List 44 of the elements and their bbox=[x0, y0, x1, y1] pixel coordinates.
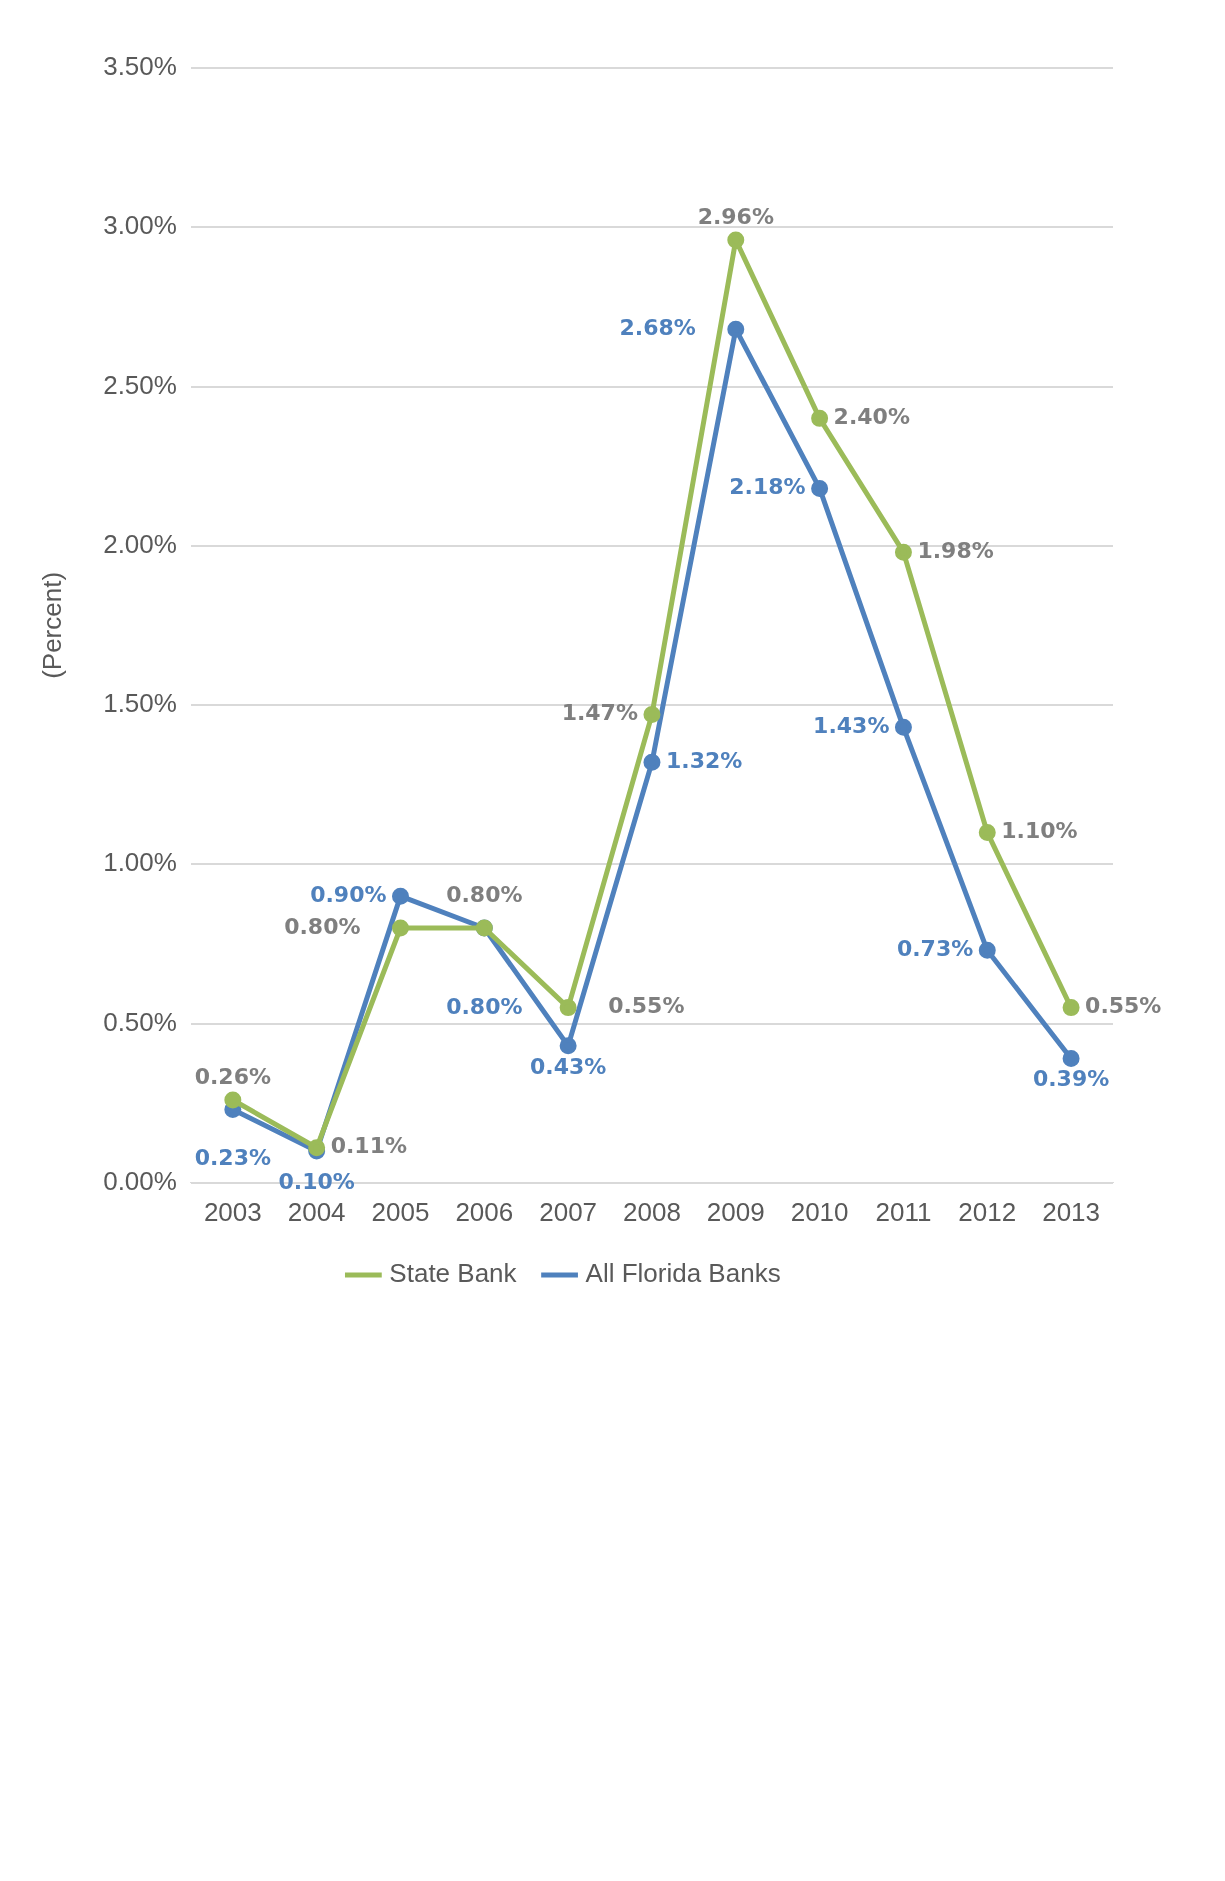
x-tick-label: 2004 bbox=[287, 1196, 346, 1227]
data-label: 0.10% bbox=[278, 1168, 355, 1194]
data-label: 2.18% bbox=[729, 474, 806, 500]
data-label: 1.98% bbox=[917, 537, 994, 563]
y-tick-label: 1.00% bbox=[103, 847, 177, 878]
legend-label: State Bank bbox=[389, 1258, 518, 1289]
data-label: 2.68% bbox=[619, 314, 696, 340]
y-tick-label: 2.00% bbox=[103, 528, 177, 559]
y-axis-title: (Percent) bbox=[36, 571, 67, 679]
x-tick-label: 2006 bbox=[455, 1196, 514, 1227]
data-label: 0.80% bbox=[446, 881, 523, 907]
x-tick-label: 2005 bbox=[371, 1196, 430, 1227]
x-tick-label: 2013 bbox=[1042, 1196, 1101, 1227]
x-tick-label: 2009 bbox=[706, 1196, 765, 1227]
data-label: 2.96% bbox=[697, 203, 774, 229]
data-label: 0.80% bbox=[284, 913, 361, 939]
y-tick-label: 0.00% bbox=[103, 1165, 177, 1196]
y-tick-label: 1.50% bbox=[103, 688, 177, 719]
data-label: 0.43% bbox=[529, 1053, 607, 1079]
x-tick-label: 2008 bbox=[623, 1196, 681, 1227]
x-tick-label: 2003 bbox=[203, 1196, 262, 1227]
y-tick-label: 2.50% bbox=[103, 369, 177, 400]
data-label: 0.90% bbox=[310, 881, 387, 907]
data-label: 0.11% bbox=[330, 1133, 407, 1159]
data-label: 2.40% bbox=[833, 404, 910, 430]
data-label: 0.55% bbox=[608, 993, 685, 1019]
data-label: 1.32% bbox=[665, 748, 743, 774]
data-label: 0.39% bbox=[1032, 1066, 1110, 1092]
y-tick-label: 3.50% bbox=[103, 51, 177, 82]
data-label: 1.10% bbox=[1001, 818, 1078, 844]
data-label: 0.55% bbox=[1085, 993, 1162, 1019]
x-tick-label: 2012 bbox=[958, 1196, 1017, 1227]
x-tick-label: 2011 bbox=[875, 1196, 932, 1227]
y-tick-label: 0.50% bbox=[103, 1006, 177, 1037]
data-label: 1.43% bbox=[813, 713, 890, 739]
data-label: 0.73% bbox=[896, 936, 974, 961]
data-label: 0.26% bbox=[194, 1063, 271, 1089]
x-tick-label: 2007 bbox=[539, 1196, 598, 1227]
x-tick-label: 2010 bbox=[790, 1196, 849, 1227]
data-label: 0.80% bbox=[446, 993, 523, 1019]
legend-label: All Florida Banks bbox=[585, 1258, 781, 1289]
data-label: 1.47% bbox=[561, 700, 638, 726]
data-label: 0.23% bbox=[194, 1145, 271, 1171]
y-tick-label: 3.00% bbox=[103, 210, 177, 241]
